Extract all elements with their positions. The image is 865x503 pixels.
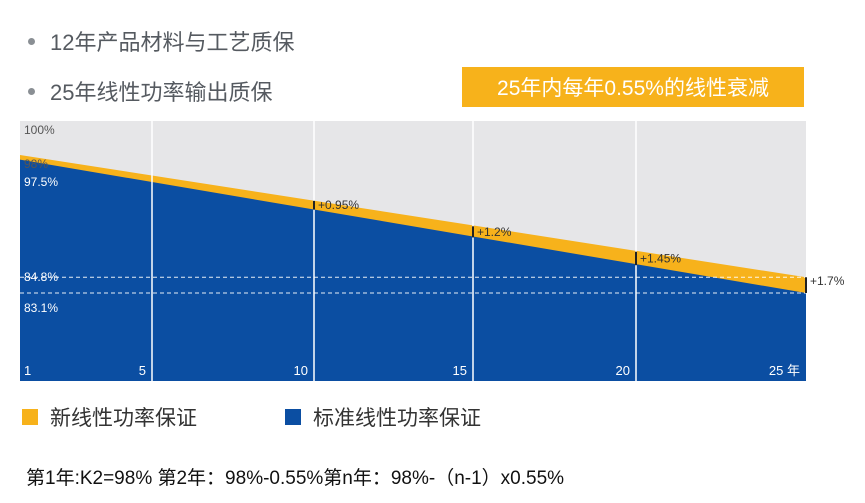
x-tick-label: 1	[24, 363, 31, 378]
bullet-text: 25年线性功率输出质保	[50, 80, 273, 105]
series-area-standard	[20, 159, 806, 381]
bullet-item: 25年线性功率输出质保	[28, 75, 272, 107]
x-tick-label: 15	[453, 363, 467, 378]
x-tick-label: 20	[616, 363, 630, 378]
legend-label-new: 新线性功率保证	[50, 407, 197, 430]
legend-swatch-standard	[285, 409, 301, 425]
legend-label-standard: 标准线性功率保证	[313, 407, 481, 430]
y-tick-label: 97.5%	[24, 175, 58, 189]
x-tick-label: 5	[139, 363, 146, 378]
warranty-chart: 100%98%97.5%84.8%83.1%1 5 10 15 20 25 年+0.95%…	[20, 121, 845, 381]
bullet-text: 12年产品材料与工艺质保	[50, 30, 295, 55]
legend-item-standard: 标准线性功率保证	[285, 402, 481, 432]
decay-callout: 25年内每年0.55%的线性衰减	[462, 67, 804, 107]
y-tick-label: 84.8%	[24, 270, 58, 284]
y-tick-label: 83.1%	[24, 301, 58, 315]
bullet-item: 12年产品材料与工艺质保	[28, 25, 294, 57]
x-tick-label: 25 年	[769, 363, 800, 378]
y-tick-label: 100%	[24, 123, 55, 137]
formula-text: 第1年:K2=98% 第2年：98%-0.55%第n年：98%-（n-1）x0.…	[26, 468, 565, 489]
annotation-label: +1.45%	[640, 252, 681, 266]
bullet-dot-icon	[28, 87, 35, 95]
x-tick-label: 10	[294, 363, 308, 378]
y-tick-label: 98%	[24, 157, 48, 171]
annotation-label: +1.2%	[477, 225, 512, 239]
legend-item-new: 新线性功率保证	[22, 402, 197, 432]
bullet-dot-icon	[28, 37, 35, 45]
annotation-label: +0.95%	[318, 198, 359, 212]
legend-swatch-new	[22, 409, 38, 425]
annotation-label: +1.7%	[810, 274, 845, 288]
